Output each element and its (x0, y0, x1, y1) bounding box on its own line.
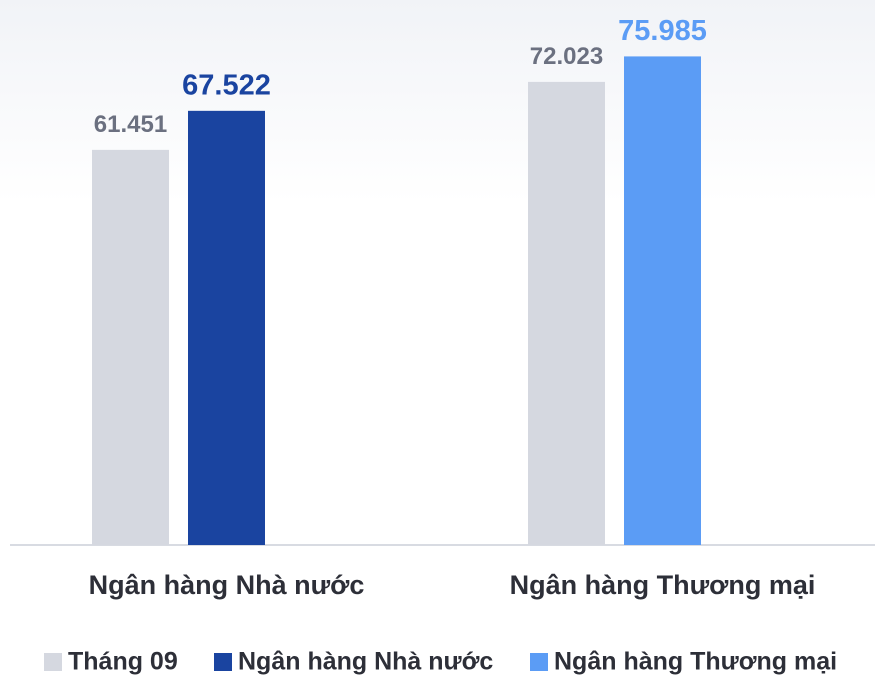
legend-label: Ngân hàng Nhà nước (238, 648, 493, 676)
value-label: 61.451 (94, 111, 167, 138)
value-label: 67.522 (182, 69, 271, 101)
bar (624, 56, 701, 546)
value-label: 72.023 (530, 43, 603, 70)
legend-swatch (214, 653, 232, 671)
x-tick-label: Ngân hàng Thương mại (510, 570, 816, 600)
legend-swatch (530, 653, 548, 671)
bar (92, 149, 169, 546)
legend-label: Ngân hàng Thương mại (554, 648, 837, 676)
x-tick-label: Ngân hàng Nhà nước (89, 570, 365, 600)
bar (528, 81, 605, 545)
legend-label: Tháng 09 (68, 648, 178, 676)
bar (188, 110, 265, 545)
legend-swatch (44, 653, 62, 671)
value-label: 75.985 (618, 15, 707, 47)
